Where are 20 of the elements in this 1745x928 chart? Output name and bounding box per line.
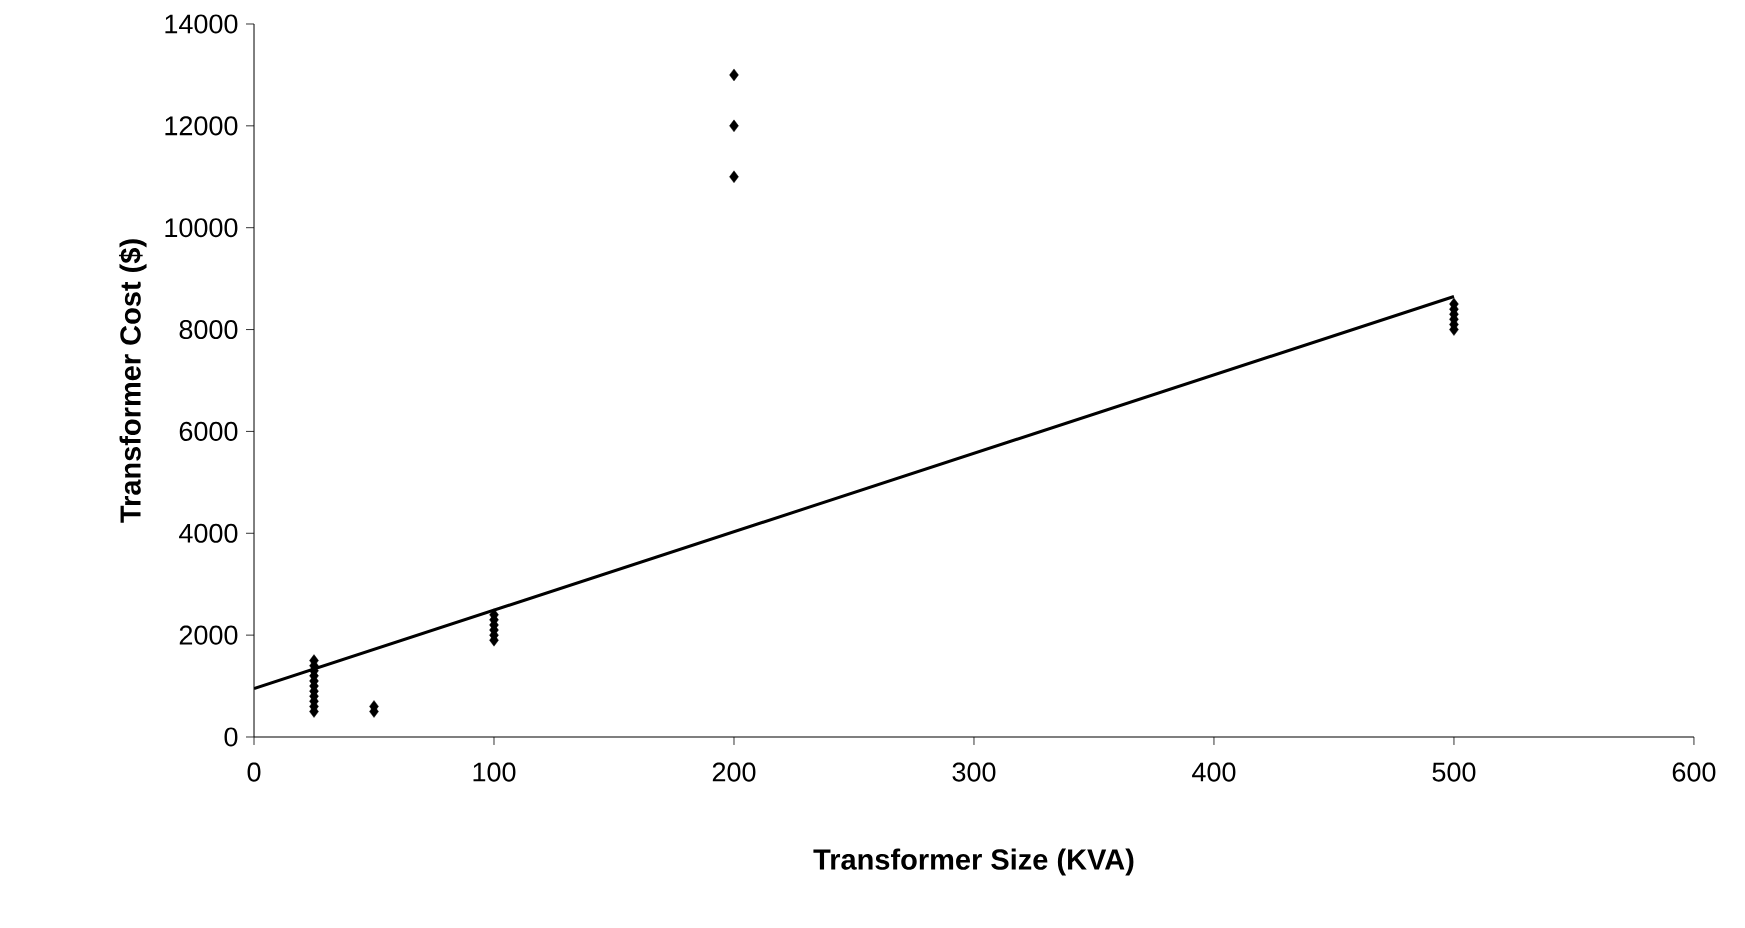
- y-tick-label: 10000: [165, 218, 238, 238]
- y-tick-label: 0: [224, 727, 238, 747]
- y-tick-label: 4000: [179, 523, 238, 543]
- y-tick-label: 2000: [179, 625, 238, 645]
- x-tick-label: 600: [1672, 762, 1716, 782]
- x-tick-label: 100: [473, 762, 516, 782]
- x-tick-label: 0: [247, 762, 261, 782]
- x-axis-title: Transformer Size (KVA): [813, 848, 1134, 876]
- point: [729, 170, 739, 183]
- x-tick-label: 200: [712, 762, 756, 782]
- x-tick-label: 300: [952, 762, 996, 782]
- point: [729, 119, 739, 133]
- x-tick-label: 400: [1192, 762, 1236, 782]
- y-tick-label: 6000: [179, 421, 238, 441]
- y-tick-label: 12000: [165, 116, 238, 136]
- y-tick-label: 14000: [165, 14, 238, 34]
- point: [729, 68, 739, 82]
- y-axis-title: Transformer Cost ($): [118, 239, 147, 523]
- x-tick-label: 500: [1432, 762, 1476, 782]
- y-tick-label: 8000: [179, 320, 238, 340]
